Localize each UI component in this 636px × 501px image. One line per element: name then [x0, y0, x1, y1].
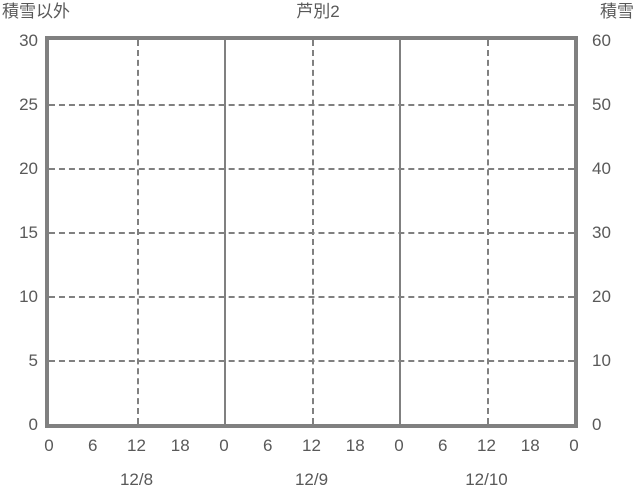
right-axis-tick-label: 40 — [592, 159, 611, 178]
x-axis-hour-label: 18 — [520, 436, 540, 455]
right-axis-tick-label: 0 — [592, 415, 602, 434]
right-axis-title: 積雪 — [600, 2, 634, 21]
left-axis-tick-label: 25 — [19, 95, 38, 114]
x-axis-hour-label: 0 — [394, 436, 404, 455]
x-axis-hour-label: 18 — [345, 436, 365, 455]
left-axis-tick-label: 10 — [19, 287, 38, 306]
right-axis-tick-label: 50 — [592, 95, 611, 114]
x-axis-day-label: 12/9 — [294, 470, 329, 489]
left-axis-tick-label: 30 — [19, 31, 38, 50]
x-axis-day-label: 12/10 — [465, 470, 508, 489]
x-axis-hour-label: 12 — [302, 436, 321, 455]
right-axis-tick-label: 10 — [592, 351, 611, 370]
left-axis-tick-label: 15 — [19, 223, 38, 242]
x-axis-hour-label: 6 — [438, 436, 448, 455]
vertical-gridline — [136, 40, 139, 424]
chart-title: 芦別2 — [296, 2, 340, 21]
left-axis-title: 積雪以外 — [2, 2, 70, 21]
left-axis-tick-label: 0 — [28, 415, 38, 434]
plot-area — [45, 36, 578, 428]
vertical-gridline — [311, 40, 314, 424]
x-axis-hour-label: 12 — [477, 436, 496, 455]
x-axis-hour-label: 18 — [170, 436, 190, 455]
x-axis-hour-label: 0 — [569, 436, 579, 455]
day-boundary-line — [399, 40, 401, 424]
left-axis-tick-label: 5 — [28, 351, 38, 370]
x-axis-hour-label: 6 — [263, 436, 273, 455]
day-boundary-line — [224, 40, 226, 424]
right-axis-tick-label: 20 — [592, 287, 611, 306]
x-axis-hour-label: 0 — [219, 436, 229, 455]
x-axis-hour-label: 6 — [88, 436, 98, 455]
x-axis-hour-label: 0 — [44, 436, 54, 455]
left-axis-tick-label: 20 — [19, 159, 38, 178]
right-axis-tick-label: 60 — [592, 31, 611, 50]
x-axis-hour-label: 12 — [127, 436, 146, 455]
right-axis-tick-label: 30 — [592, 223, 611, 242]
vertical-gridline — [486, 40, 489, 424]
x-axis-day-label: 12/8 — [119, 470, 154, 489]
plot-gridlines — [49, 40, 574, 424]
